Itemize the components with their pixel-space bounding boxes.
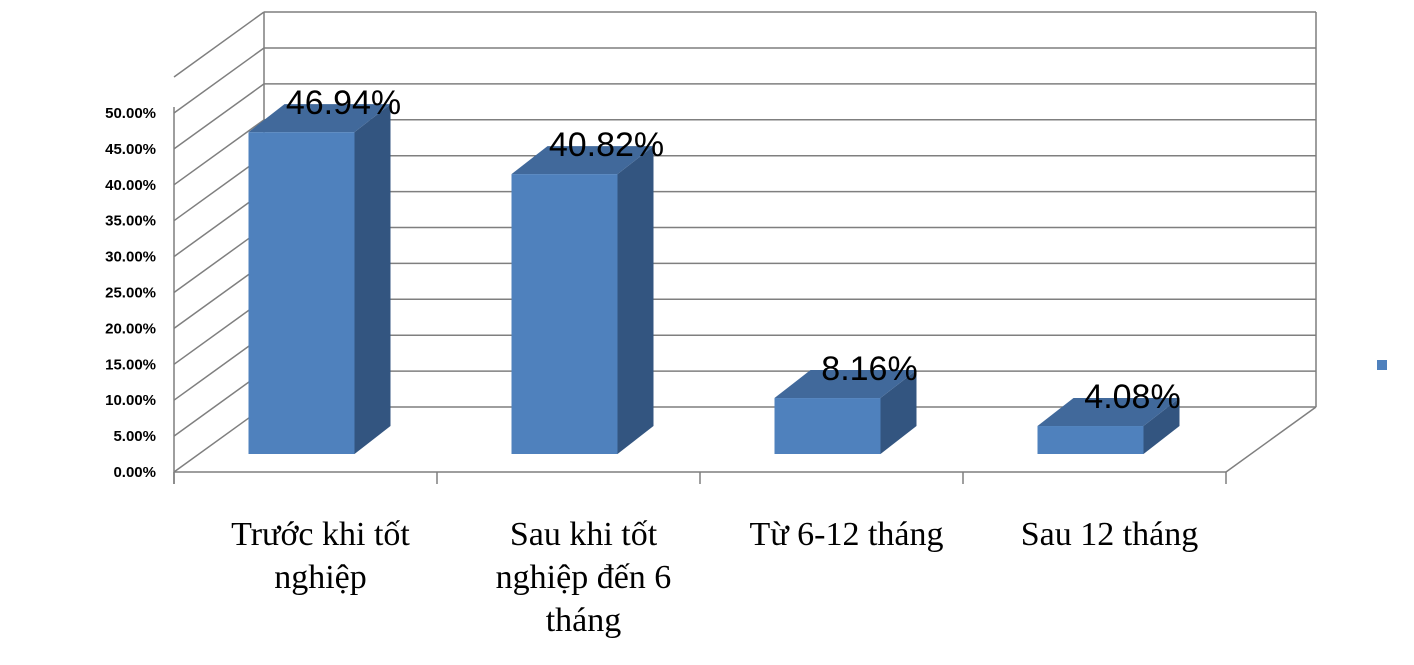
legend-marker bbox=[1377, 360, 1387, 370]
bar bbox=[511, 146, 654, 454]
x-category-line: nghiệp bbox=[274, 559, 367, 596]
y-tick-label: 10.00% bbox=[105, 392, 156, 409]
bar bbox=[248, 104, 391, 454]
bar-top bbox=[774, 370, 917, 399]
floor-edge bbox=[1225, 406, 1317, 473]
bar-front bbox=[511, 174, 618, 454]
bar-side bbox=[617, 146, 654, 454]
bar-top bbox=[511, 146, 654, 175]
bar-front bbox=[1037, 426, 1144, 454]
bar-front bbox=[774, 398, 881, 454]
x-category-line: Trước khi tốt bbox=[231, 516, 410, 553]
y-tick-label: 15.00% bbox=[105, 356, 156, 373]
y-tick-label: 25.00% bbox=[105, 285, 156, 302]
gridline-side bbox=[173, 47, 265, 114]
bar-side bbox=[354, 104, 391, 454]
y-tick-label: 40.00% bbox=[105, 177, 156, 194]
chart-bars bbox=[248, 104, 1180, 454]
gridline-side bbox=[173, 119, 265, 186]
x-category-line: Sau khi tốt bbox=[510, 516, 658, 553]
x-category-line: Sau 12 tháng bbox=[1021, 516, 1199, 553]
x-category-label: Sau 12 tháng bbox=[1021, 516, 1199, 553]
chart-legend bbox=[1377, 360, 1387, 370]
y-tick-label: 20.00% bbox=[105, 320, 156, 337]
y-tick-label: 45.00% bbox=[105, 141, 156, 158]
bar-top bbox=[1037, 398, 1180, 427]
data-label: 40.82% bbox=[549, 126, 664, 164]
x-category-label: Trước khi tốt nghiệp bbox=[231, 516, 410, 596]
y-tick-label: 30.00% bbox=[105, 249, 156, 266]
x-category-label: Từ 6-12 tháng bbox=[749, 516, 943, 553]
bar-side bbox=[880, 370, 917, 454]
bar bbox=[774, 370, 917, 454]
x-category-line: Từ 6-12 tháng bbox=[749, 516, 943, 553]
bar bbox=[1037, 398, 1180, 454]
y-tick-label: 0.00% bbox=[113, 464, 156, 481]
gridline-side bbox=[173, 83, 265, 150]
chart-axes: 0.00% 5.00% 10.00% 15.00% 20.00% 25.00% 30.00%… bbox=[105, 105, 1227, 484]
y-tick-label: 50.00% bbox=[105, 105, 156, 122]
bar-front bbox=[248, 132, 355, 454]
bar-top bbox=[248, 104, 391, 133]
bar-side bbox=[1143, 398, 1180, 454]
y-tick-label: 5.00% bbox=[113, 428, 156, 445]
x-category-line: tháng bbox=[546, 602, 622, 639]
data-label: 46.94% bbox=[286, 84, 401, 122]
y-tick-label: 35.00% bbox=[105, 213, 156, 230]
gridline-side bbox=[173, 11, 265, 78]
data-label: 8.16% bbox=[821, 350, 917, 388]
x-category-label: Sau khi tốt nghiệp đến 6 tháng bbox=[496, 516, 672, 639]
data-label: 4.08% bbox=[1084, 378, 1180, 416]
chart-labels: 46.94% Trước khi tốt nghiệp 40.82% Sau khi t… bbox=[231, 84, 1198, 639]
x-category-line: nghiệp đến 6 bbox=[496, 559, 672, 596]
